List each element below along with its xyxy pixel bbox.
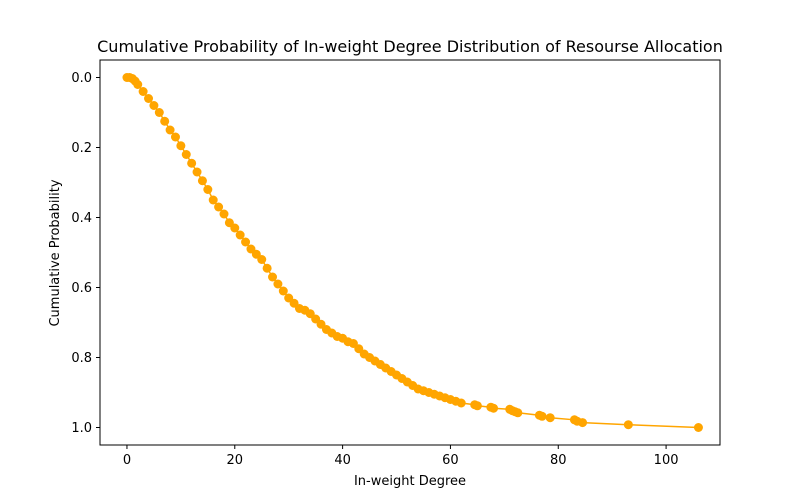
data-point — [623, 420, 633, 430]
data-point — [192, 167, 202, 177]
data-point — [133, 80, 143, 89]
x-tick-label: 100 — [654, 453, 679, 468]
data-point — [176, 141, 186, 151]
data-point — [160, 116, 170, 126]
data-point — [203, 185, 213, 194]
y-tick-label: 0.2 — [71, 141, 92, 156]
data-point — [578, 418, 588, 428]
x-tick-label: 80 — [550, 453, 567, 468]
data-point — [472, 401, 482, 411]
data-point — [230, 223, 240, 233]
data-point — [149, 101, 159, 110]
data-point — [165, 125, 175, 135]
x-tick-label: 60 — [442, 453, 459, 468]
data-point — [513, 408, 523, 418]
data-point — [144, 94, 154, 103]
series-line — [126, 76, 699, 429]
data-point — [262, 263, 272, 273]
data-point — [456, 398, 466, 408]
chart-title: Cumulative Probability of In-weight Degr… — [97, 37, 723, 56]
y-tick-label: 0.0 — [71, 71, 92, 86]
data-point — [278, 286, 288, 296]
data-point — [273, 279, 283, 289]
x-axis-label: In-weight Degree — [354, 474, 466, 489]
x-tick-label: 20 — [227, 453, 244, 468]
data-point — [219, 209, 229, 219]
x-tick-label: 0 — [123, 453, 131, 468]
data-point — [537, 411, 547, 421]
data-point — [241, 237, 251, 247]
data-point — [154, 108, 164, 117]
data-point — [214, 202, 224, 212]
y-tick-label: 0.8 — [71, 351, 92, 366]
data-point — [170, 132, 180, 142]
data-point — [208, 195, 218, 205]
y-tick-label: 1.0 — [71, 421, 92, 436]
data-point — [181, 150, 191, 159]
data-point — [489, 403, 499, 413]
y-tick-label: 0.4 — [71, 211, 92, 226]
y-tick-label: 0.6 — [71, 281, 92, 296]
x-tick-label: 40 — [334, 453, 351, 468]
axes-frame — [99, 59, 721, 446]
data-point — [187, 158, 197, 168]
y-axis-label: Cumulative Probability — [48, 179, 63, 326]
data-point — [693, 423, 703, 432]
data-point — [235, 230, 245, 240]
data-point — [138, 87, 148, 96]
data-point — [197, 176, 207, 186]
data-point — [257, 255, 267, 264]
data-point — [268, 272, 278, 282]
plot-area: 0 20 40 60 80 100 0.0 0.2 0.4 0.6 0.8 1.0 — [71, 59, 721, 468]
data-point — [545, 413, 555, 423]
